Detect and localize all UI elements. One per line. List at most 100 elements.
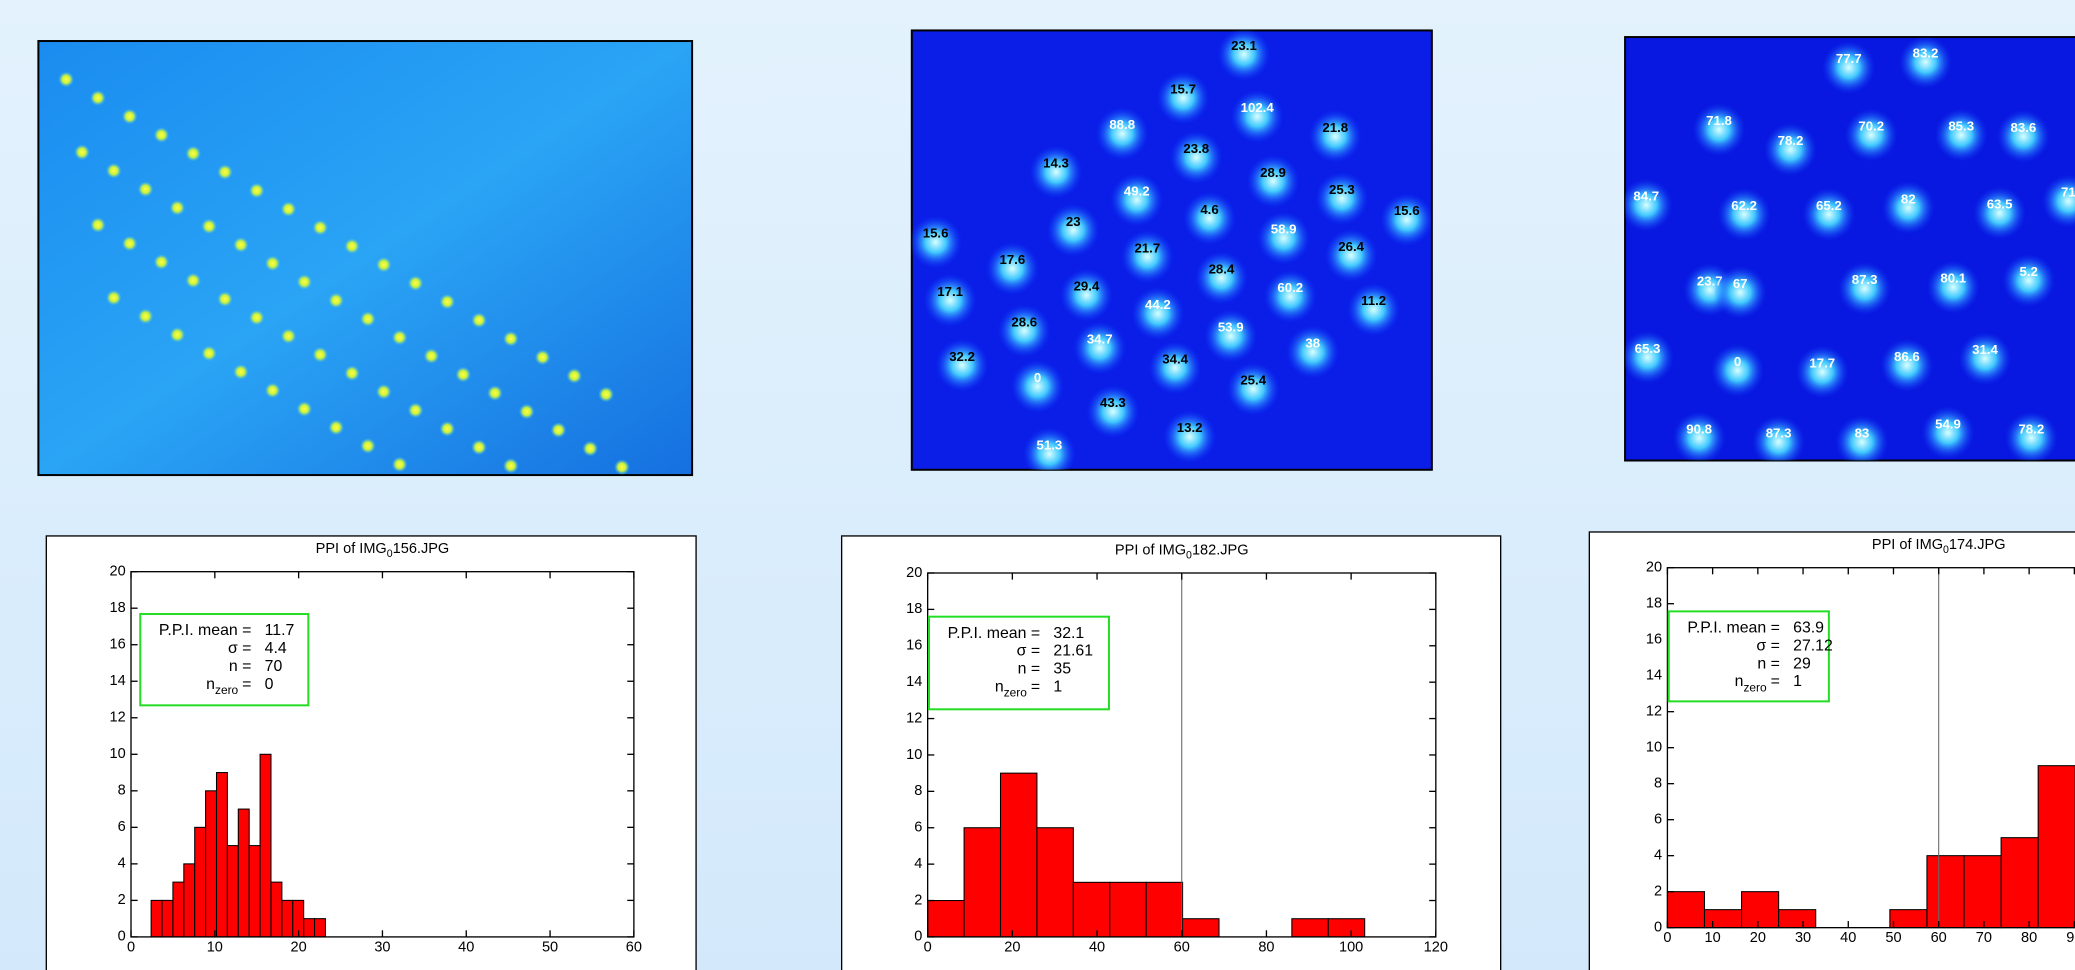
- cell: [924, 274, 977, 327]
- x-tick-label: 100: [1339, 939, 1363, 955]
- cell: [535, 349, 551, 365]
- cell: [1380, 193, 1433, 246]
- cell: [1899, 36, 1952, 89]
- cell: [1822, 41, 1875, 94]
- bar: [260, 754, 271, 937]
- cell-label: 23.8: [1183, 141, 1209, 156]
- y-tick-label: 20: [906, 565, 922, 581]
- stat-label: σ =: [228, 640, 251, 657]
- cell: [1047, 204, 1100, 257]
- cell: [1693, 103, 1746, 156]
- y-tick-label: 20: [1646, 560, 1662, 576]
- cell: [265, 382, 281, 398]
- cell: [1973, 187, 2026, 240]
- cell-label: 28.9: [1260, 165, 1286, 180]
- bar: [173, 882, 184, 937]
- stat-value: 32.1: [1053, 625, 1084, 642]
- panel-frame: [46, 536, 696, 970]
- cell-label: 21.7: [1134, 240, 1160, 255]
- stat-label: n =: [229, 658, 252, 675]
- x-tick-label: 70: [1976, 930, 1992, 946]
- stat-label-text: σ =: [1017, 643, 1040, 660]
- cell-label: 84.7: [1633, 189, 1659, 204]
- cell-label: 29.4: [1074, 279, 1100, 294]
- stat-label: n =: [1757, 655, 1780, 672]
- cell-label: 17.1: [937, 284, 963, 299]
- cell-label: 14.3: [1043, 156, 1069, 171]
- y-tick-label: 2: [914, 892, 922, 908]
- bar: [1704, 910, 1741, 928]
- cell: [1247, 155, 1300, 208]
- y-tick-label: 6: [118, 819, 126, 835]
- cell: [1673, 412, 1726, 465]
- stat-value: 21.61: [1053, 643, 1093, 660]
- title-text: PPI of IMG: [1872, 537, 1943, 553]
- cell: [1231, 90, 1284, 143]
- cell: [551, 422, 567, 438]
- y-tick-label: 14: [110, 673, 126, 689]
- cell: [439, 294, 455, 310]
- cell: [1183, 192, 1236, 245]
- stat-label: P.P.I. mean =: [948, 625, 1041, 642]
- y-tick-label: 18: [906, 601, 922, 617]
- cell: [122, 109, 138, 125]
- stat-label: σ =: [1756, 637, 1779, 654]
- stat-value: 63.9: [1793, 620, 1824, 637]
- cell: [249, 310, 265, 326]
- y-tick-label: 18: [1646, 596, 1662, 612]
- cell-label: 28.6: [1011, 314, 1037, 329]
- cell-label: 15.6: [923, 226, 949, 241]
- cell: [1073, 322, 1126, 375]
- cell: [1620, 179, 1673, 232]
- cell: [598, 386, 614, 402]
- cell-label: 23.1: [1231, 38, 1257, 53]
- cell: [1264, 270, 1317, 323]
- stat-label-end: =: [1771, 673, 1780, 690]
- cell: [1227, 363, 1280, 416]
- cell-label: 67: [1733, 276, 1748, 291]
- y-tick-label: 4: [1654, 848, 1662, 864]
- cell-label: 5.2: [2019, 264, 2037, 279]
- bar: [238, 809, 249, 937]
- stat-value: 4.4: [265, 640, 287, 657]
- y-tick-label: 12: [110, 710, 126, 726]
- cell: [360, 438, 376, 454]
- cell: [998, 304, 1051, 357]
- title-end: 156.JPG: [393, 541, 450, 557]
- cell-label: 62.2: [1731, 198, 1757, 213]
- cell: [1880, 339, 1933, 392]
- cell: [201, 345, 217, 361]
- cell: [328, 419, 344, 435]
- cell-label: 60.2: [1277, 280, 1303, 295]
- cell: [328, 292, 344, 308]
- cell: [281, 328, 297, 344]
- cell: [376, 384, 392, 400]
- cell-label: 31.4: [1972, 342, 1998, 357]
- cell: [1110, 173, 1163, 226]
- cell: [423, 348, 439, 364]
- cell: [296, 274, 312, 290]
- y-tick-label: 8: [1654, 776, 1662, 792]
- page: 23.115.7102.421.888.823.814.328.925.349.…: [0, 0, 2075, 970]
- cell-label: 0: [1734, 354, 1741, 369]
- y-tick-label: 6: [1654, 812, 1662, 828]
- cell: [1796, 345, 1849, 398]
- cell-label: 71: [2061, 185, 2075, 200]
- cell: [217, 291, 233, 307]
- cell-label: 4.6: [1200, 202, 1218, 217]
- cell-label: 90.8: [1686, 422, 1712, 437]
- cell-label: 80.1: [1940, 271, 1966, 286]
- bar: [928, 901, 964, 937]
- x-tick-label: 40: [1089, 939, 1105, 955]
- cell: [1927, 261, 1980, 314]
- cell: [1714, 266, 1767, 319]
- cell-label: 53.9: [1218, 320, 1244, 335]
- image-left: [38, 41, 692, 475]
- cell-label: 82: [1901, 191, 1916, 206]
- y-tick-label: 8: [914, 783, 922, 799]
- cell: [487, 385, 503, 401]
- cell: [154, 127, 170, 143]
- cell: [471, 312, 487, 328]
- y-tick-label: 16: [110, 637, 126, 653]
- cell: [1882, 181, 1935, 234]
